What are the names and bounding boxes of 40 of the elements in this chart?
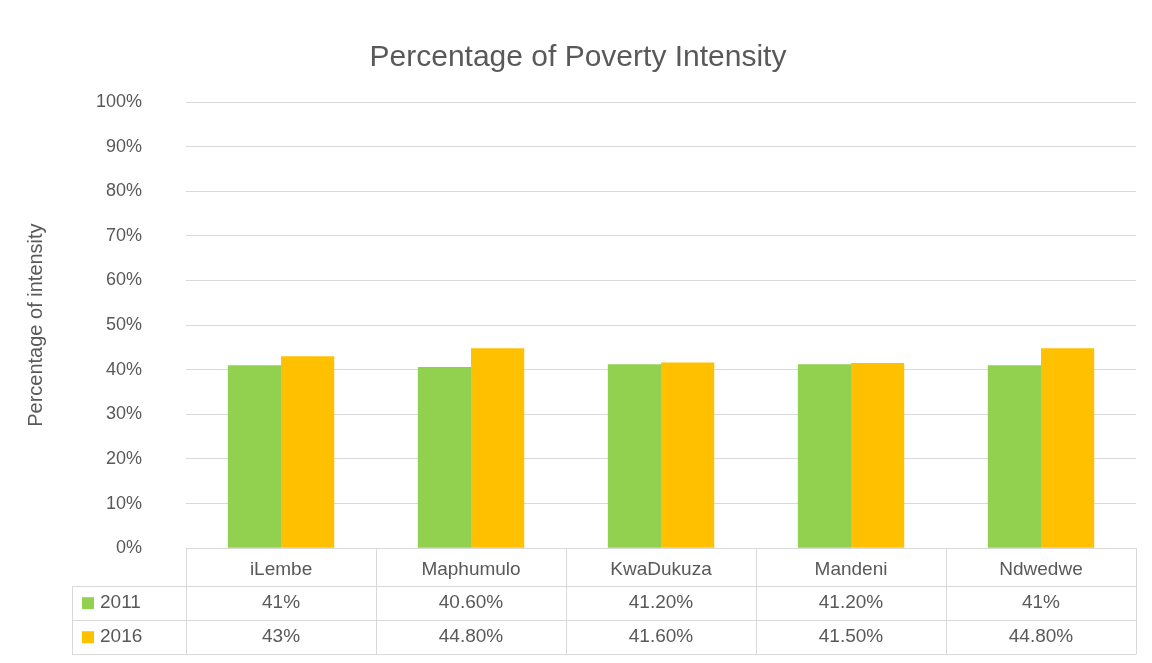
bar xyxy=(661,362,715,548)
y-tick-label: 40% xyxy=(106,358,143,379)
x-tick-label: KwaDukuza xyxy=(610,557,713,579)
y-tick-label: 30% xyxy=(106,403,143,424)
x-tick-label: Mandeni xyxy=(814,557,888,579)
x-tick-label: iLembe xyxy=(249,557,313,579)
bar xyxy=(227,365,282,548)
data-label: 41.60% xyxy=(628,625,694,647)
bar xyxy=(417,367,472,548)
y-tick-label: 90% xyxy=(106,135,143,156)
y-tick-label: 70% xyxy=(106,224,143,245)
data-label: 41% xyxy=(1021,591,1061,613)
x-tick-label: Maphumulo xyxy=(421,557,521,579)
y-tick-label: 50% xyxy=(106,314,143,335)
bar xyxy=(607,364,662,548)
y-tick-label: 100% xyxy=(95,90,143,111)
bar xyxy=(281,356,335,548)
y-tick-label: 0% xyxy=(116,537,143,558)
data-label: 40.60% xyxy=(438,591,504,613)
data-label: 41.50% xyxy=(818,625,884,647)
legend-label: 2016 xyxy=(100,625,143,647)
y-tick-label: 20% xyxy=(106,447,143,468)
data-label: 44.80% xyxy=(1008,625,1074,647)
bar xyxy=(797,364,852,548)
bar xyxy=(1041,348,1095,548)
data-label: 41% xyxy=(262,591,301,613)
y-tick-label: 10% xyxy=(106,492,143,513)
y-tick-label: 80% xyxy=(106,180,143,201)
data-label: 41.20% xyxy=(818,591,884,613)
y-axis-title: Percentage of intensity xyxy=(23,223,46,427)
data-label: 44.80% xyxy=(438,625,504,647)
bar xyxy=(851,363,905,548)
y-tick-label: 60% xyxy=(106,269,143,290)
legend-label: 2011 xyxy=(100,591,141,613)
data-label: 43% xyxy=(262,625,301,647)
x-tick-label: Ndwedwe xyxy=(999,557,1083,579)
bar xyxy=(987,365,1041,548)
chart-title: Percentage of Poverty Intensity xyxy=(369,39,787,73)
bar xyxy=(471,348,525,548)
data-label: 41.20% xyxy=(628,591,694,613)
